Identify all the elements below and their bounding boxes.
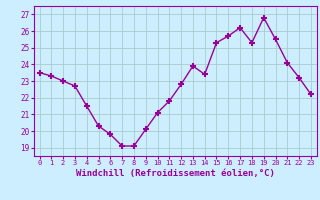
- X-axis label: Windchill (Refroidissement éolien,°C): Windchill (Refroidissement éolien,°C): [76, 169, 275, 178]
